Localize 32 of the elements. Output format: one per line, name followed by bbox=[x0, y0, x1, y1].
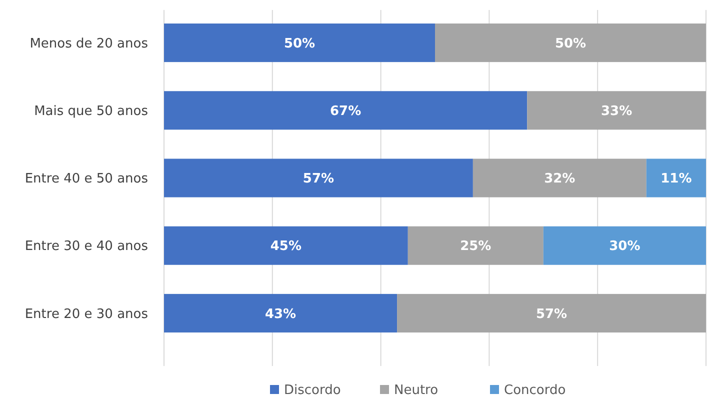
bar bbox=[646, 158, 706, 198]
data-label: 43% bbox=[264, 306, 296, 322]
bar bbox=[472, 158, 646, 198]
data-label: 45% bbox=[270, 239, 302, 254]
bar bbox=[164, 294, 398, 332]
y-tick-label: Menos de 20 anos bbox=[30, 36, 148, 52]
y-tick-label: Entre 40 e 50 anos bbox=[24, 172, 148, 187]
legend-label: Neutro bbox=[394, 383, 438, 398]
data-label: 11% bbox=[660, 172, 692, 187]
data-label: 25% bbox=[460, 239, 492, 254]
data-label: 50% bbox=[554, 36, 586, 52]
data-label: 67% bbox=[330, 104, 362, 119]
data-label: 32% bbox=[544, 172, 576, 187]
bar bbox=[164, 158, 473, 198]
bar bbox=[435, 24, 706, 62]
data-label: 33% bbox=[601, 104, 632, 119]
bar bbox=[164, 24, 435, 62]
bar bbox=[164, 91, 528, 130]
data-label: 57% bbox=[302, 172, 334, 187]
data-label: 50% bbox=[284, 36, 316, 52]
data-label: 30% bbox=[609, 239, 640, 254]
bar bbox=[527, 91, 706, 130]
data-label: 57% bbox=[536, 306, 568, 322]
legend-label: Discordo bbox=[284, 383, 341, 398]
y-tick-label: Entre 20 e 30 anos bbox=[24, 306, 148, 322]
bar bbox=[164, 226, 408, 265]
y-tick-label: Mais que 50 anos bbox=[34, 104, 148, 119]
bar bbox=[543, 226, 706, 265]
y-tick-label: Entre 30 e 40 anos bbox=[24, 239, 148, 254]
bar bbox=[408, 226, 544, 265]
bar bbox=[397, 294, 706, 332]
legend-label: Concordo bbox=[504, 383, 566, 398]
